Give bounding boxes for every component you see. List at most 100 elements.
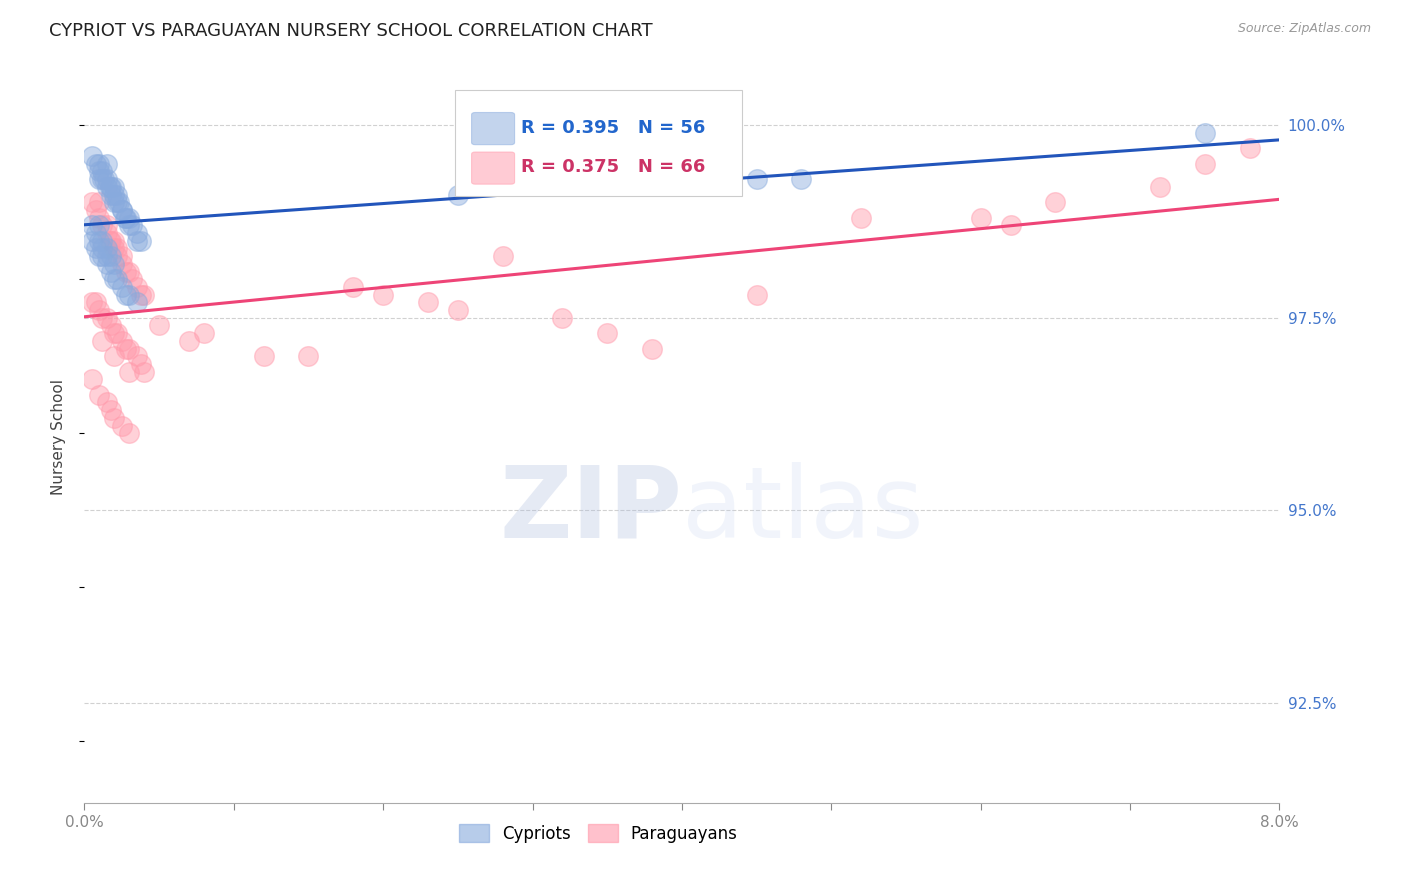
- Point: [96, 226, 118, 240]
- Point: [129, 234, 152, 248]
- Point: [111, 249, 134, 263]
- Point: [118, 211, 141, 225]
- Point: [103, 349, 125, 363]
- Point: [851, 211, 873, 225]
- Point: [103, 242, 125, 256]
- Point: [91, 164, 114, 178]
- Point: [91, 242, 114, 256]
- Point: [89, 234, 111, 248]
- Text: Source: ZipAtlas.com: Source: ZipAtlas.com: [1237, 22, 1371, 36]
- Point: [193, 326, 215, 340]
- Point: [447, 187, 470, 202]
- Point: [89, 249, 111, 263]
- Point: [100, 318, 122, 333]
- Point: [96, 157, 118, 171]
- Point: [745, 287, 768, 301]
- Point: [80, 234, 103, 248]
- Point: [91, 172, 114, 186]
- Point: [98, 179, 121, 194]
- Point: [105, 195, 128, 210]
- Point: [80, 219, 103, 233]
- Point: [89, 172, 111, 186]
- Text: ZIP: ZIP: [499, 462, 682, 558]
- FancyBboxPatch shape: [471, 152, 515, 184]
- Point: [91, 310, 114, 325]
- Point: [103, 272, 125, 286]
- Point: [297, 349, 319, 363]
- Point: [125, 349, 148, 363]
- Point: [253, 349, 276, 363]
- Point: [129, 287, 152, 301]
- Point: [125, 234, 148, 248]
- Legend: Cypriots, Paraguayans: Cypriots, Paraguayans: [453, 818, 744, 849]
- Point: [107, 195, 129, 210]
- Point: [100, 249, 122, 263]
- Point: [86, 295, 108, 310]
- Point: [96, 395, 118, 409]
- Point: [91, 219, 114, 233]
- Point: [96, 219, 118, 233]
- Point: [103, 187, 125, 202]
- Point: [447, 303, 470, 318]
- Point: [96, 242, 118, 256]
- Point: [1000, 219, 1022, 233]
- Point: [125, 226, 148, 240]
- Point: [103, 257, 125, 271]
- FancyBboxPatch shape: [471, 112, 515, 145]
- Point: [118, 264, 141, 278]
- Point: [86, 242, 108, 256]
- Point: [111, 334, 134, 348]
- Point: [115, 264, 138, 278]
- Y-axis label: Nursery School: Nursery School: [51, 379, 66, 495]
- Point: [89, 303, 111, 318]
- Point: [111, 257, 134, 271]
- Point: [105, 187, 128, 202]
- Point: [103, 179, 125, 194]
- Point: [100, 187, 122, 202]
- Point: [80, 372, 103, 386]
- Point: [596, 326, 619, 340]
- Point: [93, 172, 115, 186]
- Point: [148, 318, 170, 333]
- Point: [80, 195, 103, 210]
- Point: [177, 334, 200, 348]
- Point: [100, 179, 122, 194]
- Point: [970, 211, 993, 225]
- Point: [89, 219, 111, 233]
- Point: [105, 242, 128, 256]
- Point: [80, 149, 103, 163]
- Point: [1194, 126, 1216, 140]
- Point: [745, 172, 768, 186]
- Point: [641, 342, 664, 356]
- Point: [89, 195, 111, 210]
- Point: [551, 310, 574, 325]
- Point: [1149, 179, 1171, 194]
- Point: [121, 272, 143, 286]
- Point: [118, 426, 141, 441]
- Point: [103, 410, 125, 425]
- Point: [100, 403, 122, 417]
- Point: [790, 172, 813, 186]
- Point: [96, 257, 118, 271]
- Point: [89, 157, 111, 171]
- Point: [1045, 195, 1067, 210]
- Text: R = 0.395   N = 56: R = 0.395 N = 56: [520, 119, 704, 136]
- Point: [105, 249, 128, 263]
- Point: [1239, 141, 1261, 155]
- Point: [89, 164, 111, 178]
- Point: [118, 365, 141, 379]
- Point: [89, 388, 111, 402]
- Point: [132, 365, 156, 379]
- Point: [103, 234, 125, 248]
- Point: [416, 295, 439, 310]
- Point: [100, 264, 122, 278]
- Point: [492, 249, 515, 263]
- Point: [342, 280, 364, 294]
- Point: [115, 342, 138, 356]
- Point: [96, 249, 118, 263]
- Point: [114, 211, 136, 225]
- Point: [86, 157, 108, 171]
- FancyBboxPatch shape: [456, 90, 742, 195]
- Point: [118, 219, 141, 233]
- Point: [373, 287, 395, 301]
